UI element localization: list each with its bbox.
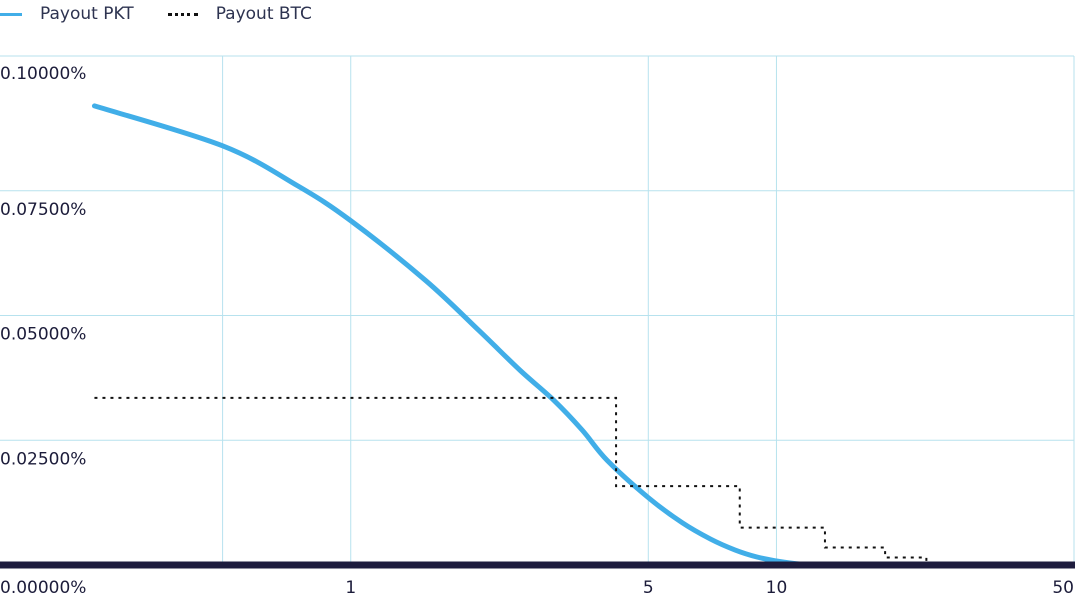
series-line-payout-btc [94, 396, 928, 565]
y-tick-label: 0.02500% [0, 449, 86, 469]
series-line-payout-pkt [91, 103, 813, 568]
legend-swatch-btc [167, 12, 198, 16]
x-tick-label: 5 [643, 578, 654, 598]
x-tick-label: 10 [766, 578, 788, 598]
legend-swatch-pkt [0, 12, 22, 16]
y-tick-label: 0.10000% [0, 64, 86, 84]
legend-item-payout-pkt[interactable]: Payout PKT [0, 4, 134, 24]
x-tick-label: 50 [1052, 578, 1074, 598]
y-tick-label: 0.05000% [0, 325, 86, 345]
x-tick-label: 1 [345, 578, 356, 598]
legend-item-payout-btc[interactable]: Payout BTC [167, 4, 312, 24]
chart-legend: Payout PKT Payout BTC [0, 4, 346, 24]
legend-label-btc: Payout BTC [215, 4, 312, 24]
legend-label-pkt: Payout PKT [40, 4, 134, 24]
y-tick-label: 0.07500% [0, 200, 86, 220]
y-tick-label: 0.00000% [0, 578, 86, 598]
